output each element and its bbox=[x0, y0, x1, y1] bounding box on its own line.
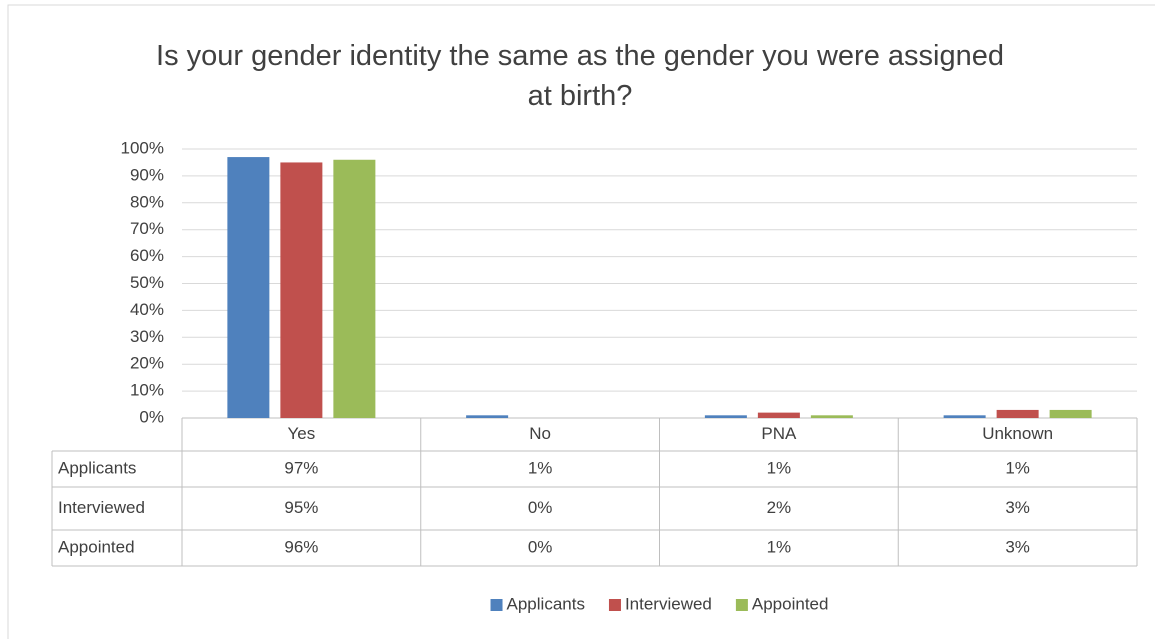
bar bbox=[1049, 409, 1092, 418]
bar bbox=[280, 162, 323, 418]
legend-label: Applicants bbox=[507, 594, 585, 613]
legend-swatch bbox=[608, 599, 621, 611]
bar bbox=[466, 415, 509, 418]
table-cell: 3% bbox=[1005, 498, 1030, 517]
y-tick-label: 0% bbox=[139, 407, 164, 426]
table-cell: 96% bbox=[284, 537, 318, 556]
bar bbox=[757, 412, 800, 418]
y-tick-label: 80% bbox=[130, 192, 164, 211]
table-cell: 1% bbox=[528, 458, 553, 477]
table-row-label: Interviewed bbox=[58, 498, 145, 517]
table-cell: 3% bbox=[1005, 537, 1030, 556]
y-tick-label: 70% bbox=[130, 219, 164, 238]
table-cell: 0% bbox=[528, 537, 553, 556]
bar bbox=[333, 159, 376, 418]
legend-swatch bbox=[490, 599, 503, 611]
legend-swatch bbox=[735, 599, 748, 611]
bar bbox=[810, 415, 853, 418]
x-tick-label: No bbox=[529, 424, 551, 443]
bar bbox=[996, 409, 1039, 418]
y-tick-label: 90% bbox=[130, 165, 164, 184]
table-cell: 0% bbox=[528, 498, 553, 517]
bar bbox=[227, 157, 270, 418]
table-cell: 1% bbox=[1005, 458, 1030, 477]
table-row-label: Appointed bbox=[58, 537, 135, 556]
table-cell: 1% bbox=[767, 458, 792, 477]
chart-frame bbox=[7, 4, 1155, 639]
x-tick-label: Unknown bbox=[982, 424, 1053, 443]
y-tick-label: 50% bbox=[130, 273, 164, 292]
y-tick-label: 40% bbox=[130, 300, 164, 319]
table-cell: 1% bbox=[767, 537, 792, 556]
legend-label: Appointed bbox=[752, 594, 829, 613]
y-tick-label: 100% bbox=[121, 138, 164, 157]
table-cell: 97% bbox=[284, 458, 318, 477]
table-cell: 2% bbox=[767, 498, 792, 517]
table-cell: 95% bbox=[284, 498, 318, 517]
table-row-label: Applicants bbox=[58, 458, 136, 477]
bar bbox=[704, 415, 747, 418]
y-tick-label: 20% bbox=[130, 354, 164, 373]
bar bbox=[943, 415, 986, 418]
y-tick-label: 30% bbox=[130, 327, 164, 346]
x-tick-label: Yes bbox=[288, 424, 316, 443]
y-tick-label: 60% bbox=[130, 246, 164, 265]
chart-title: Is your gender identity the same as the … bbox=[156, 40, 1004, 112]
y-tick-label: 10% bbox=[130, 381, 164, 400]
legend-label: Interviewed bbox=[625, 594, 712, 613]
x-tick-label: PNA bbox=[761, 424, 797, 443]
